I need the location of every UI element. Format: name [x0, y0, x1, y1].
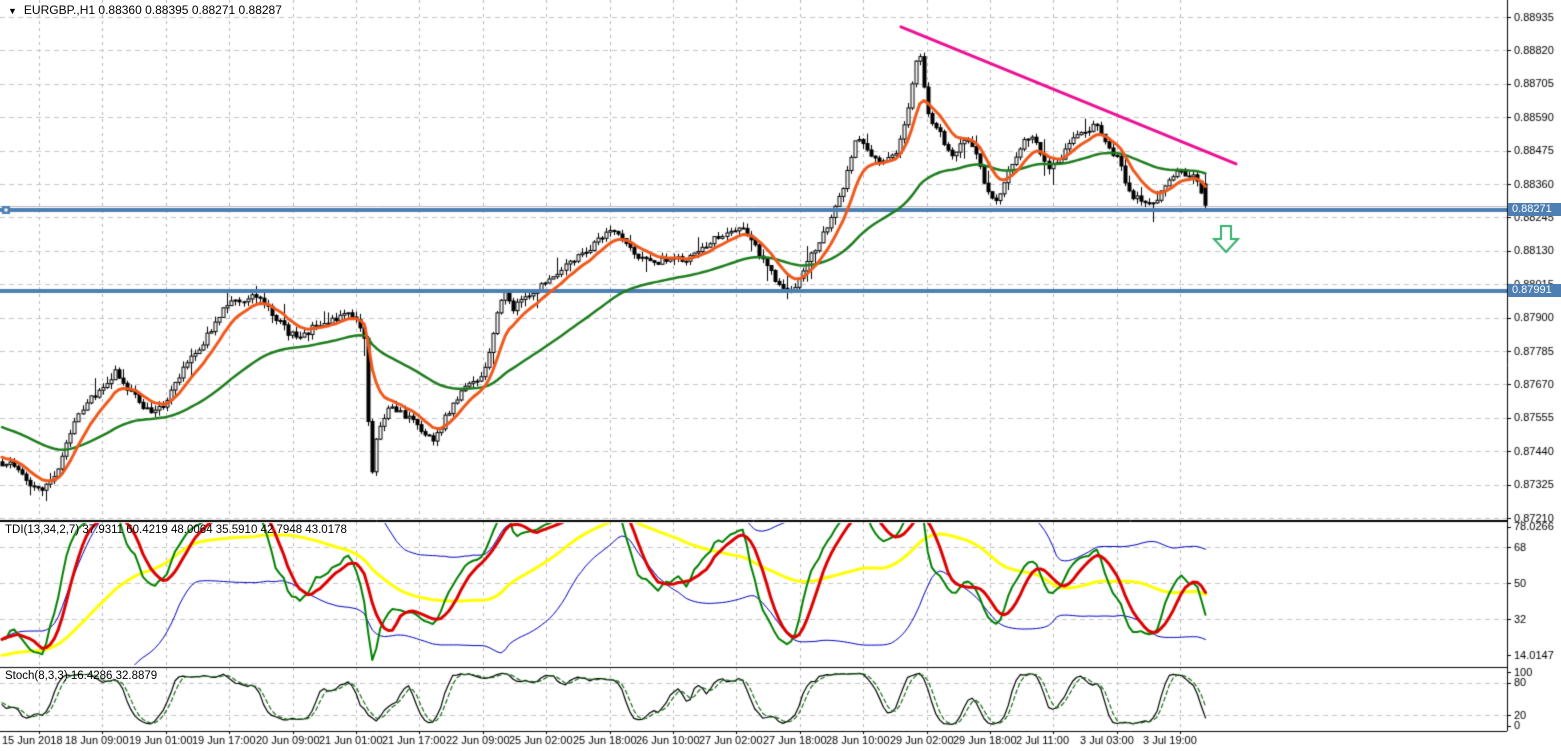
stoch-indicator-label: Stoch(8,3,3) 16.4286 32.8879 — [5, 670, 158, 682]
symbol-dropdown-icon[interactable]: ▼ — [8, 6, 17, 16]
symbol-legend: ▼ EURGBP.,H1 0.88360 0.88395 0.88271 0.88… — [8, 3, 282, 17]
tdi-indicator-label: TDI(13,34,2,7) 37.9311 60.4219 48.0064 3… — [5, 524, 347, 536]
price-tag-current: 0.88271 — [1508, 203, 1561, 216]
price-tag-level: 0.87991 — [1508, 284, 1561, 297]
symbol-ohlc-text: EURGBP.,H1 0.88360 0.88395 0.88271 0.882… — [23, 3, 282, 17]
